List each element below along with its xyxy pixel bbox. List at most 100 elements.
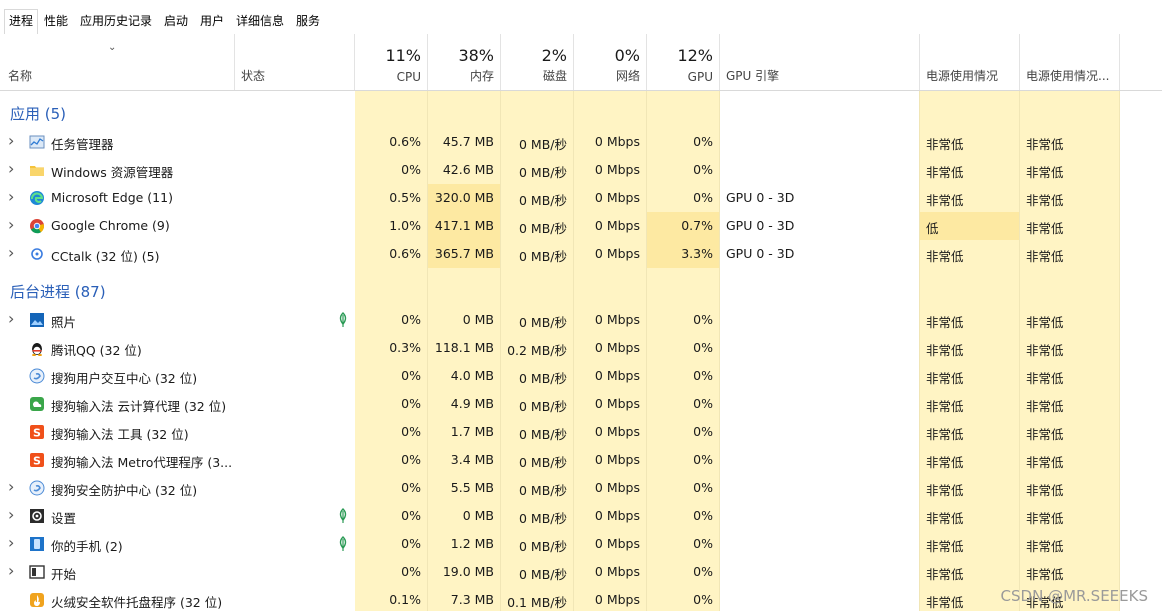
process-name: 火绒安全软件托盘程序 (32 位) xyxy=(51,595,223,610)
tab-4[interactable]: 用户 xyxy=(200,14,225,28)
group-apps-header[interactable]: 应用 (5) xyxy=(10,105,67,123)
process-name: 搜狗用户交互中心 (32 位) xyxy=(51,371,198,386)
chevron-right-icon[interactable]: › xyxy=(8,533,15,552)
tab-3[interactable]: 启动 xyxy=(164,14,189,28)
process-row[interactable]: › Windows 资源管理器 0% 42.6 MB 0 MB/秒 0 Mbps 0% 非常低… xyxy=(0,156,1162,184)
header-disk[interactable]: 2% 磁盘 xyxy=(501,34,574,90)
power-trend-value: 非常低 xyxy=(1026,165,1064,180)
header-status[interactable]: 状态 xyxy=(235,34,355,90)
suspended-leaf-icon xyxy=(337,312,349,328)
chevron-right-icon[interactable]: › xyxy=(8,215,15,234)
header-memory-label: 内存 xyxy=(469,69,494,83)
process-row[interactable]: S 搜狗输入法 Metro代理程序 (3... 0% 3.4 MB 0 MB/秒 0 Mb… xyxy=(0,446,1162,474)
apps-group-band xyxy=(355,91,1119,129)
chevron-right-icon[interactable]: › xyxy=(8,131,15,150)
process-row[interactable]: › Microsoft Edge (11) 0.5% 320.0 MB 0 MB/秒 0 … xyxy=(0,184,1162,212)
gpu-value: 0% xyxy=(693,592,713,607)
huorong-icon xyxy=(29,592,45,608)
cpu-value: 0% xyxy=(401,162,421,177)
header-gpu[interactable]: 12% GPU xyxy=(647,34,720,90)
network-value: 0 Mbps xyxy=(594,452,640,467)
cctalk-icon xyxy=(29,246,45,262)
process-name: 搜狗输入法 工具 (32 位) xyxy=(51,427,189,442)
sogou-interaction-icon xyxy=(29,480,45,496)
header-memory[interactable]: 38% 内存 xyxy=(428,34,501,90)
process-row[interactable]: 腾讯QQ (32 位) 0.3% 118.1 MB 0.2 MB/秒 0 Mbps 0% 非… xyxy=(0,334,1162,362)
power-trend-value: 非常低 xyxy=(1026,315,1064,330)
chevron-right-icon[interactable]: › xyxy=(8,561,15,580)
gpu-value: 0% xyxy=(693,424,713,439)
chevron-right-icon[interactable]: › xyxy=(8,505,15,524)
gpu-value: 0% xyxy=(693,162,713,177)
power-trend-value: 非常低 xyxy=(1026,221,1064,236)
header-power-trend[interactable]: 电源使用情况... xyxy=(1020,34,1120,90)
tab-0[interactable]: 进程 xyxy=(4,9,39,35)
process-row[interactable]: › 开始 0% 19.0 MB 0 MB/秒 0 Mbps 0% 非常低 非常低 xyxy=(0,558,1162,586)
process-row[interactable]: 搜狗用户交互中心 (32 位) 0% 4.0 MB 0 MB/秒 0 Mbps 0% 非常低… xyxy=(0,362,1162,390)
header-name[interactable]: ⌄ 名称 xyxy=(0,34,235,90)
tab-6[interactable]: 服务 xyxy=(296,14,321,28)
header-power[interactable]: 电源使用情况 xyxy=(920,34,1020,90)
power-trend-column-bg xyxy=(1020,91,1119,611)
process-row[interactable]: › 任务管理器 0.6% 45.7 MB 0 MB/秒 0 Mbps 0% 非常低 非常低 xyxy=(0,128,1162,156)
memory-value: 320.0 MB xyxy=(434,190,494,205)
network-value: 0 Mbps xyxy=(594,508,640,523)
gpu-value: 0.7% xyxy=(681,218,713,233)
gpu-value: 0% xyxy=(693,134,713,149)
cpu-value: 0% xyxy=(401,424,421,439)
chevron-right-icon[interactable]: › xyxy=(8,159,15,178)
disk-value: 0 MB/秒 xyxy=(519,511,567,526)
disk-value: 0.1 MB/秒 xyxy=(507,595,567,610)
network-value: 0 Mbps xyxy=(594,218,640,233)
disk-value: 0 MB/秒 xyxy=(519,455,567,470)
process-name: Windows 资源管理器 xyxy=(51,165,174,180)
power-value: 非常低 xyxy=(926,427,964,442)
process-name: 你的手机 (2) xyxy=(51,539,123,554)
disk-value: 0 MB/秒 xyxy=(519,567,567,582)
memory-value: 45.7 MB xyxy=(442,134,494,149)
process-row[interactable]: › 你的手机 (2) 0% 1.2 MB 0 MB/秒 0 Mbps 0% 非常低 非常低 xyxy=(0,530,1162,558)
network-value: 0 Mbps xyxy=(594,536,640,551)
tab-5[interactable]: 详细信息 xyxy=(236,14,285,28)
process-row[interactable]: › Google Chrome (9) 1.0% 417.1 MB 0 MB/秒 0 Mb… xyxy=(0,212,1162,240)
disk-value: 0 MB/秒 xyxy=(519,249,567,264)
heat-cell xyxy=(647,240,719,268)
chevron-right-icon[interactable]: › xyxy=(8,243,15,262)
process-row[interactable]: › 照片 0% 0 MB 0 MB/秒 0 Mbps 0% 非常低 非常低 xyxy=(0,306,1162,334)
network-value: 0 Mbps xyxy=(594,368,640,383)
chevron-right-icon[interactable]: › xyxy=(8,309,15,328)
process-row[interactable]: › 设置 0% 0 MB 0 MB/秒 0 Mbps 0% 非常低 非常低 xyxy=(0,502,1162,530)
header-gpu-engine[interactable]: GPU 引擎 xyxy=(720,34,920,90)
header-network[interactable]: 0% 网络 xyxy=(574,34,647,90)
process-row[interactable]: 火绒安全软件托盘程序 (32 位) 0.1% 7.3 MB 0.1 MB/秒 0 Mbp… xyxy=(0,586,1162,614)
memory-value: 0 MB xyxy=(462,508,494,523)
cpu-value: 0% xyxy=(401,536,421,551)
header-cpu[interactable]: 11% CPU xyxy=(355,34,428,90)
process-row[interactable]: › 搜狗安全防护中心 (32 位) 0% 5.5 MB 0 MB/秒 0 Mbps 0% 非常… xyxy=(0,474,1162,502)
cpu-value: 0% xyxy=(401,452,421,467)
disk-value: 0.2 MB/秒 xyxy=(507,343,567,358)
header-gpu-engine-label: GPU 引擎 xyxy=(726,69,780,83)
memory-value: 4.9 MB xyxy=(450,396,494,411)
chevron-right-icon[interactable]: › xyxy=(8,477,15,496)
power-value: 非常低 xyxy=(926,315,964,330)
power-trend-value: 非常低 xyxy=(1026,193,1064,208)
gpu-value: 0% xyxy=(693,508,713,523)
group-background-header[interactable]: 后台进程 (87) xyxy=(10,283,106,301)
gpu-total: 12% xyxy=(677,46,713,65)
process-name: 开始 xyxy=(51,567,77,582)
chevron-down-icon: ⌄ xyxy=(108,42,117,53)
process-row[interactable]: › CCtalk (32 位) (5) 0.6% 365.7 MB 0 MB/秒 0 Mb… xyxy=(0,240,1162,268)
chevron-right-icon[interactable]: › xyxy=(8,187,15,206)
task-manager-icon xyxy=(29,134,45,150)
process-name: Microsoft Edge (11) xyxy=(51,190,173,205)
power-value: 非常低 xyxy=(926,567,964,582)
process-row[interactable]: 搜狗输入法 云计算代理 (32 位) 0% 4.9 MB 0 MB/秒 0 Mbps 0%… xyxy=(0,390,1162,418)
tab-2[interactable]: 应用历史记录 xyxy=(80,14,153,28)
tab-1[interactable]: 性能 xyxy=(44,14,69,28)
column-divider xyxy=(573,91,574,611)
process-row[interactable]: S 搜狗输入法 工具 (32 位) 0% 1.7 MB 0 MB/秒 0 Mbps 0% 非常… xyxy=(0,418,1162,446)
menu-bar xyxy=(0,0,1162,8)
chrome-icon xyxy=(29,218,45,234)
column-divider xyxy=(919,91,920,611)
